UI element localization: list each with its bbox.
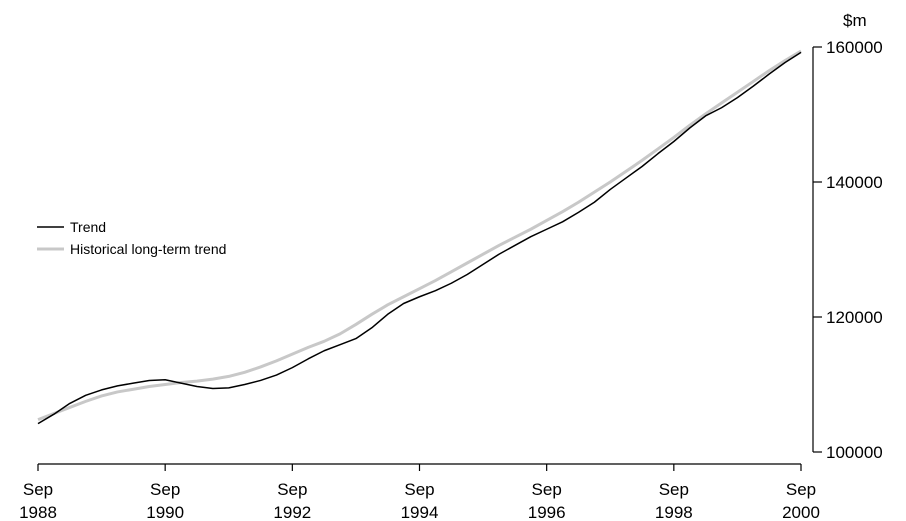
y-tick-label: 120000 [826, 308, 883, 327]
x-tick-label-month: Sep [150, 480, 180, 499]
x-tick-label-month: Sep [659, 480, 689, 499]
series-line-historical-long-term-trend [37, 49, 802, 422]
x-tick-label-year: 1988 [19, 503, 57, 521]
series-layer [37, 49, 802, 425]
y-ticks: 100000 120000 140000 160000 [813, 38, 883, 462]
x-tick-label-month: Sep [786, 480, 816, 499]
legend-label-historical: Historical long-term trend [70, 241, 226, 257]
y-tick-label: 100000 [826, 443, 883, 462]
x-tick-label-month: Sep [532, 480, 562, 499]
series-line-trend [37, 51, 802, 425]
x-tick-label-year: 2000 [782, 503, 820, 521]
y-tick-label: 140000 [826, 173, 883, 192]
legend: Trend Historical long-term trend [37, 219, 226, 257]
legend-label-trend: Trend [70, 219, 106, 235]
y-axis-unit-label: $m [843, 11, 867, 30]
x-tick-label-year: 1994 [401, 503, 439, 521]
x-tick-label-year: 1992 [273, 503, 311, 521]
x-tick-label-month: Sep [277, 480, 307, 499]
x-ticks: Sep 1988 Sep 1990 Sep 1992 Sep 1994 Sep 1996 Sep 19… [19, 464, 820, 521]
y-tick-label: 160000 [826, 38, 883, 57]
x-tick-label-year: 1990 [146, 503, 184, 521]
x-tick-label-year: 1996 [528, 503, 566, 521]
x-tick-label-month: Sep [404, 480, 434, 499]
x-tick-label-year: 1998 [655, 503, 693, 521]
x-tick-label-month: Sep [23, 480, 53, 499]
